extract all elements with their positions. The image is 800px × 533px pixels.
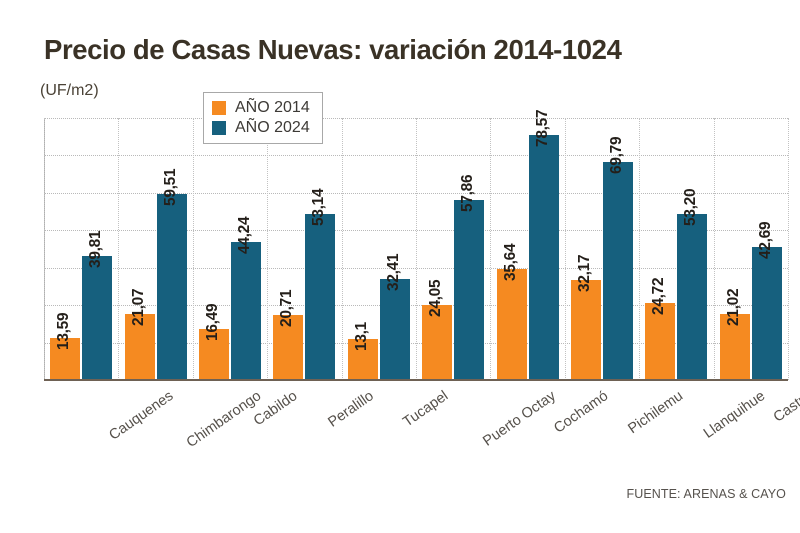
x-axis-label: Pichilemu <box>625 388 687 438</box>
plot-area: 13,59 39,81 21,07 59,51 16,49 44,24 20,71 53,14… <box>44 110 789 381</box>
gridline-vertical <box>490 118 491 380</box>
bar-2024[interactable] <box>528 134 559 380</box>
x-axis-label: Castro <box>770 388 800 426</box>
bar-2024[interactable] <box>82 255 113 380</box>
bar-2024[interactable] <box>156 194 187 380</box>
bar-value-label: 16,49 <box>204 303 221 341</box>
bar-value-label: 21,02 <box>724 289 742 327</box>
gridline-vertical <box>342 118 343 380</box>
bar-value-label: 32,17 <box>576 254 593 292</box>
bar-value-label: 53,14 <box>310 188 328 227</box>
legend-swatch-2014 <box>212 101 226 115</box>
bar-2014[interactable] <box>422 305 453 380</box>
bar-value-label: 32,41 <box>384 253 402 291</box>
gridline-vertical <box>639 118 640 380</box>
legend-label-2014: AÑO 2014 <box>235 99 310 116</box>
bar-2024[interactable] <box>231 242 261 380</box>
bar-value-label: 24,05 <box>427 279 445 317</box>
bar-2024[interactable] <box>603 162 633 380</box>
bar-2014[interactable] <box>571 279 601 380</box>
bar-value-label: 20,71 <box>278 290 296 328</box>
bar-value-label: 39,81 <box>87 230 105 268</box>
bar-value-label: 35,64 <box>501 243 519 281</box>
chart-legend[interactable]: AÑO 2014 AÑO 2024 <box>203 92 323 144</box>
legend-label-2024: AÑO 2024 <box>235 119 310 136</box>
gridline-vertical <box>44 118 45 380</box>
bar-value-label: 24,72 <box>650 277 668 315</box>
x-axis-label: Llanquihue <box>701 388 769 442</box>
x-axis-label: Chimbarongo <box>183 388 264 452</box>
legend-swatch-2024 <box>212 121 226 135</box>
chart-subtitle-units: (UF/m2) <box>40 82 99 99</box>
legend-item-2024[interactable]: AÑO 2024 <box>212 118 310 138</box>
x-axis-label: Cauquenes <box>106 388 177 444</box>
bar-2014[interactable] <box>199 328 229 380</box>
bar-value-label: 13,1 <box>352 322 370 352</box>
bar-value-label: 53,20 <box>682 188 700 227</box>
bar-value-label: 78,57 <box>533 109 551 147</box>
gridline-vertical <box>267 118 268 380</box>
gridline-vertical <box>565 118 566 380</box>
bar-2024[interactable] <box>454 199 485 380</box>
bar-value-label: 69,79 <box>608 137 625 175</box>
bar-value-label: 57,86 <box>459 174 477 212</box>
page-title: Precio de Casas Nuevas: variación 2014-1… <box>44 34 622 65</box>
bar-value-label: 44,24 <box>236 216 253 254</box>
bar-2024[interactable] <box>677 214 708 380</box>
bar-2014[interactable] <box>347 339 378 380</box>
bar-2014[interactable] <box>124 314 155 380</box>
bar-value-label: 59,51 <box>161 169 179 207</box>
gridline-vertical <box>193 118 194 380</box>
bar-value-label: 13,59 <box>55 312 73 350</box>
gridline-vertical <box>788 118 789 380</box>
bar-2014[interactable] <box>50 337 81 380</box>
x-axis-label: Cochamó <box>550 388 611 437</box>
bar-2014[interactable] <box>496 268 527 380</box>
bar-2014[interactable] <box>719 314 750 380</box>
bar-2024[interactable] <box>751 246 782 380</box>
x-axis-baseline <box>44 379 788 381</box>
bar-2024[interactable] <box>305 214 336 380</box>
x-axis-label: Peralillo <box>325 388 378 431</box>
bar-2014[interactable] <box>273 315 304 380</box>
bar-2024[interactable] <box>379 278 410 380</box>
x-axis-label: Tucapel <box>400 388 452 431</box>
bar-value-label: 21,07 <box>129 288 147 327</box>
legend-item-2014[interactable]: AÑO 2014 <box>212 98 310 118</box>
x-axis-label: Puerto Octay <box>480 388 559 450</box>
gridline-vertical <box>714 118 715 380</box>
bar-value-label: 42,69 <box>756 221 774 259</box>
source-note: FUENTE: ARENAS & CAYO <box>626 487 786 501</box>
bar-2014[interactable] <box>645 302 676 380</box>
gridline-vertical <box>118 118 119 380</box>
gridline-vertical <box>416 118 417 380</box>
